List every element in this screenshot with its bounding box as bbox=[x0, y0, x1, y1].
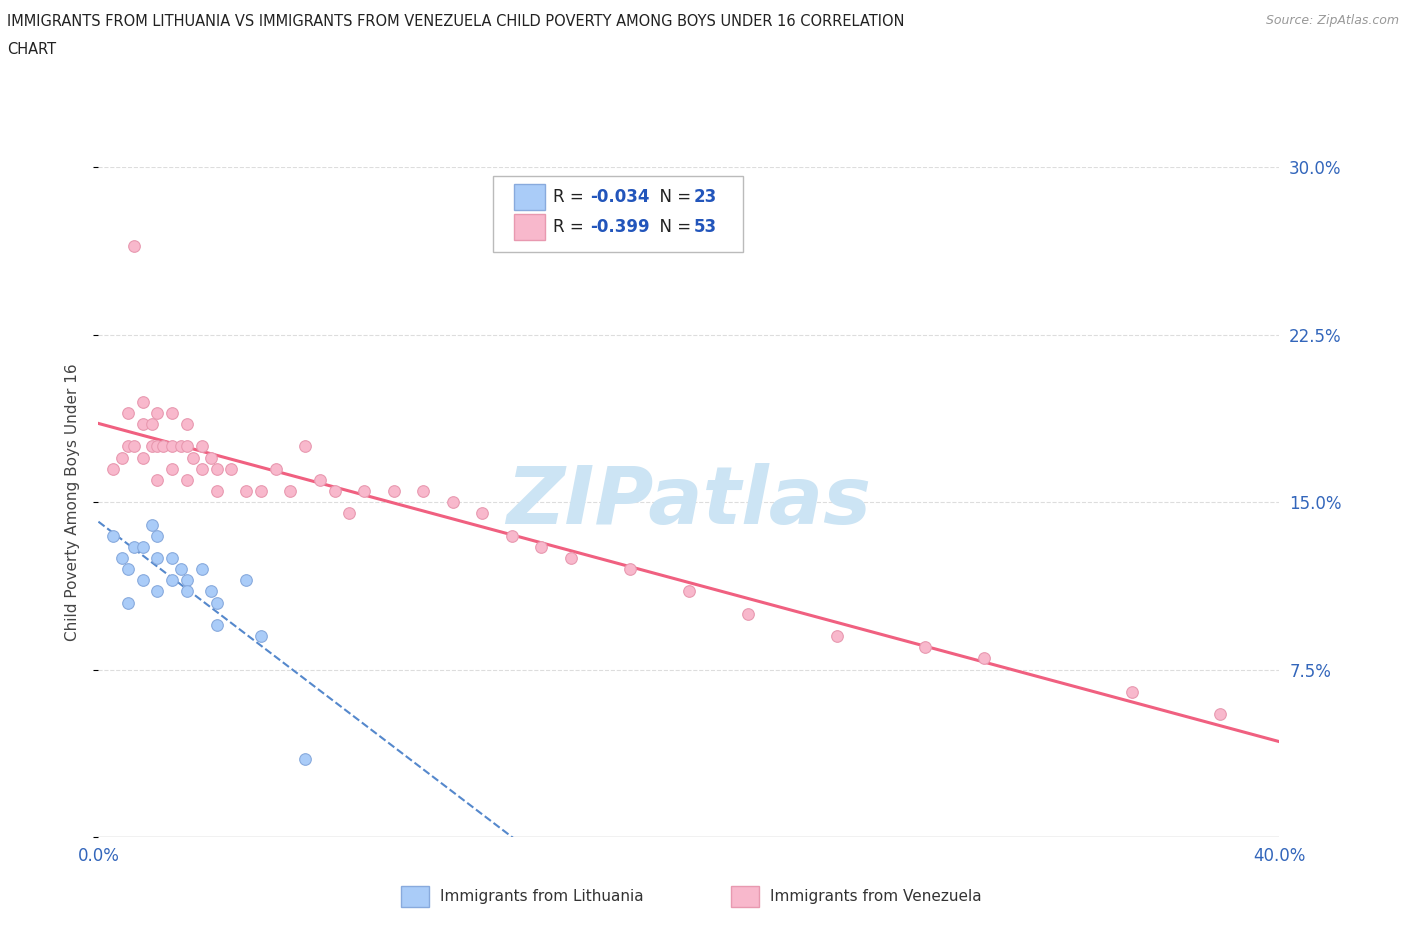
Point bbox=[176, 584, 198, 599]
Point bbox=[205, 595, 228, 610]
Text: ZIPatlas: ZIPatlas bbox=[506, 463, 872, 541]
Point bbox=[560, 551, 582, 565]
Point bbox=[191, 562, 214, 577]
Point bbox=[235, 484, 257, 498]
Point bbox=[152, 439, 174, 454]
Point bbox=[914, 640, 936, 655]
Text: IMMIGRANTS FROM LITHUANIA VS IMMIGRANTS FROM VENEZUELA CHILD POVERTY AMONG BOYS : IMMIGRANTS FROM LITHUANIA VS IMMIGRANTS … bbox=[7, 14, 904, 29]
Point bbox=[1121, 684, 1143, 699]
Point bbox=[235, 573, 257, 588]
Y-axis label: Child Poverty Among Boys Under 16: Child Poverty Among Boys Under 16 bbox=[65, 364, 80, 641]
Text: N =: N = bbox=[650, 188, 696, 206]
Point bbox=[117, 405, 139, 420]
Text: 23: 23 bbox=[695, 188, 717, 206]
Text: N =: N = bbox=[650, 218, 696, 235]
Point bbox=[200, 584, 222, 599]
Point bbox=[382, 484, 405, 498]
Point bbox=[294, 751, 316, 766]
Point bbox=[132, 394, 155, 409]
Point bbox=[205, 618, 228, 632]
Point bbox=[191, 439, 214, 454]
Point bbox=[117, 439, 139, 454]
Point bbox=[181, 450, 204, 465]
Text: R =: R = bbox=[554, 218, 589, 235]
Point bbox=[132, 417, 155, 432]
Point bbox=[132, 539, 155, 554]
Text: Source: ZipAtlas.com: Source: ZipAtlas.com bbox=[1265, 14, 1399, 27]
Point bbox=[162, 405, 183, 420]
Point bbox=[162, 461, 183, 476]
Text: -0.034: -0.034 bbox=[591, 188, 650, 206]
Point bbox=[678, 584, 700, 599]
Point bbox=[141, 417, 163, 432]
Point bbox=[122, 238, 145, 253]
Point bbox=[412, 484, 434, 498]
Point bbox=[200, 450, 222, 465]
Point bbox=[205, 484, 228, 498]
Point bbox=[264, 461, 287, 476]
Point bbox=[111, 450, 134, 465]
Point bbox=[122, 539, 145, 554]
Point bbox=[146, 405, 169, 420]
Point bbox=[339, 506, 360, 521]
Text: Immigrants from Venezuela: Immigrants from Venezuela bbox=[770, 889, 983, 904]
Point bbox=[117, 595, 139, 610]
Text: 53: 53 bbox=[695, 218, 717, 235]
Point bbox=[250, 629, 273, 644]
Point bbox=[146, 472, 169, 487]
Point bbox=[353, 484, 375, 498]
Point bbox=[146, 584, 169, 599]
Point bbox=[323, 484, 346, 498]
Point bbox=[176, 472, 198, 487]
Point bbox=[250, 484, 273, 498]
Point bbox=[117, 562, 139, 577]
Point bbox=[1209, 707, 1232, 722]
Point bbox=[162, 573, 183, 588]
Point bbox=[146, 528, 169, 543]
Point bbox=[146, 551, 169, 565]
Point bbox=[132, 450, 155, 465]
Point bbox=[103, 461, 125, 476]
Point bbox=[219, 461, 242, 476]
Point bbox=[176, 573, 198, 588]
Point bbox=[471, 506, 494, 521]
Point bbox=[309, 472, 332, 487]
Text: -0.399: -0.399 bbox=[591, 218, 650, 235]
Point bbox=[122, 439, 145, 454]
Point bbox=[176, 439, 198, 454]
Point bbox=[737, 606, 759, 621]
Point bbox=[111, 551, 134, 565]
Point bbox=[162, 551, 183, 565]
Point bbox=[294, 439, 316, 454]
Point bbox=[170, 439, 193, 454]
Point bbox=[530, 539, 553, 554]
Point bbox=[973, 651, 995, 666]
Point bbox=[825, 629, 848, 644]
Point bbox=[141, 517, 163, 532]
Point bbox=[176, 417, 198, 432]
Text: Immigrants from Lithuania: Immigrants from Lithuania bbox=[440, 889, 644, 904]
Point bbox=[191, 461, 214, 476]
Point bbox=[278, 484, 302, 498]
Text: CHART: CHART bbox=[7, 42, 56, 57]
Point bbox=[501, 528, 523, 543]
Point bbox=[141, 439, 163, 454]
Point bbox=[146, 439, 169, 454]
Point bbox=[103, 528, 125, 543]
Point bbox=[619, 562, 641, 577]
Point bbox=[162, 439, 183, 454]
Point bbox=[441, 495, 464, 510]
Point bbox=[205, 461, 228, 476]
Point bbox=[170, 562, 193, 577]
Text: R =: R = bbox=[554, 188, 589, 206]
Point bbox=[132, 573, 155, 588]
